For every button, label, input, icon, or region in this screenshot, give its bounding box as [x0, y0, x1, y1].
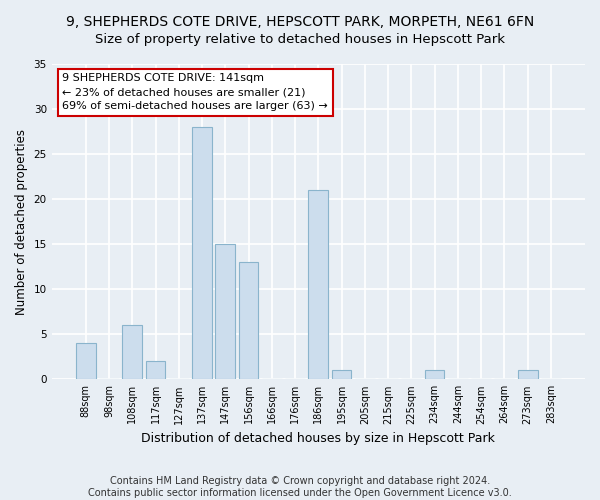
- Text: 9, SHEPHERDS COTE DRIVE, HEPSCOTT PARK, MORPETH, NE61 6FN: 9, SHEPHERDS COTE DRIVE, HEPSCOTT PARK, …: [66, 15, 534, 29]
- Bar: [518, 370, 538, 380]
- Bar: [215, 244, 235, 380]
- Bar: [425, 370, 445, 380]
- Bar: [239, 262, 259, 380]
- Bar: [332, 370, 352, 380]
- Bar: [192, 127, 212, 380]
- Bar: [146, 362, 166, 380]
- X-axis label: Distribution of detached houses by size in Hepscott Park: Distribution of detached houses by size …: [142, 432, 495, 445]
- Text: Contains HM Land Registry data © Crown copyright and database right 2024.
Contai: Contains HM Land Registry data © Crown c…: [88, 476, 512, 498]
- Y-axis label: Number of detached properties: Number of detached properties: [15, 128, 28, 314]
- Bar: [308, 190, 328, 380]
- Text: 9 SHEPHERDS COTE DRIVE: 141sqm
← 23% of detached houses are smaller (21)
69% of : 9 SHEPHERDS COTE DRIVE: 141sqm ← 23% of …: [62, 74, 328, 112]
- Bar: [122, 326, 142, 380]
- Bar: [76, 344, 95, 380]
- Text: Size of property relative to detached houses in Hepscott Park: Size of property relative to detached ho…: [95, 32, 505, 46]
